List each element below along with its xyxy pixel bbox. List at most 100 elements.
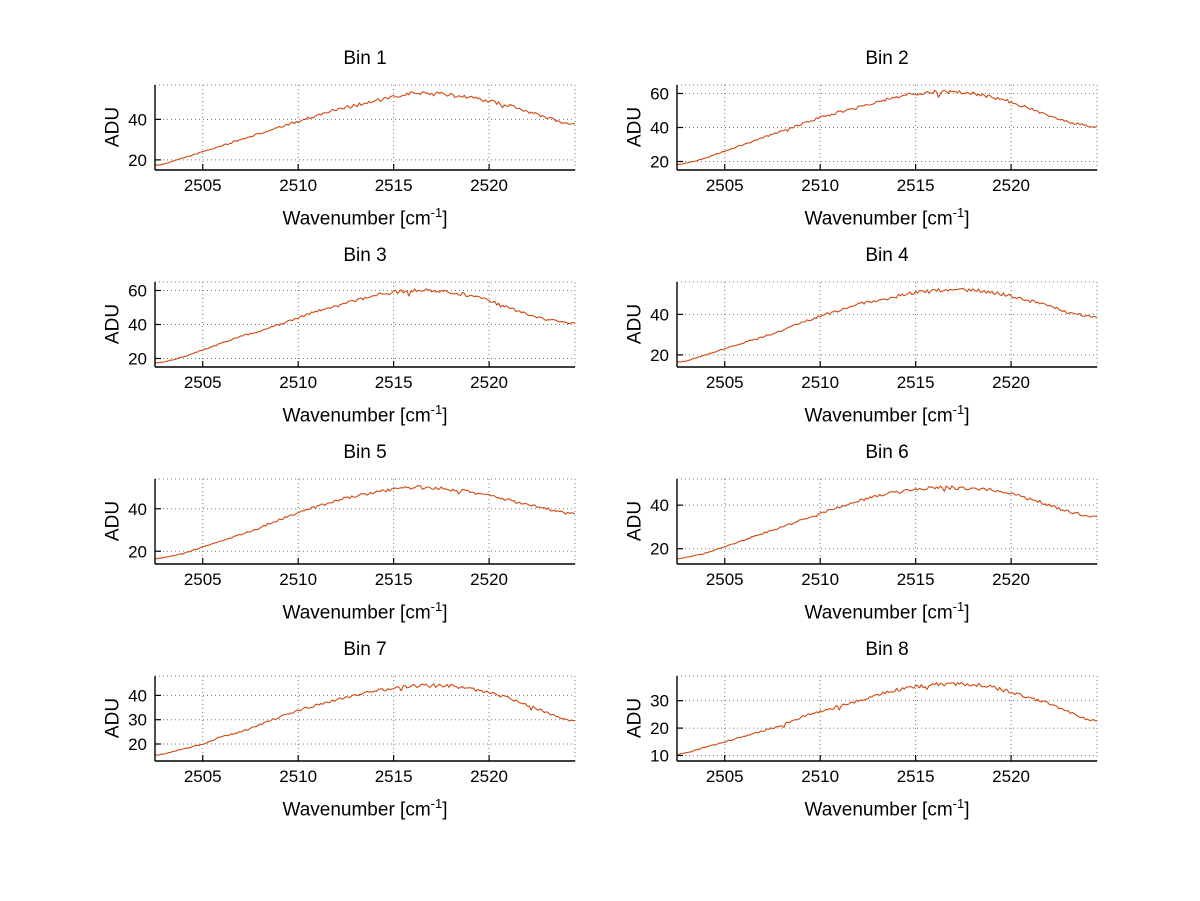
y-axis-label: ADU <box>102 303 124 345</box>
plot-area: 2505 2510 2515 2520 20 40 <box>128 478 576 589</box>
spectrum-line <box>676 288 1098 363</box>
x-axis-label: Wavenumber [cm-1] <box>804 402 970 427</box>
tick-labels: 2505 2510 2515 2520 20 40 60 <box>650 85 1030 196</box>
x-tick-label: 2515 <box>897 570 935 589</box>
grid <box>155 478 576 564</box>
plot-area: 2505 2510 2515 2520 20 30 40 <box>128 675 576 786</box>
tick-marks <box>155 118 490 170</box>
x-axis-label: Wavenumber [cm-1] <box>282 796 448 821</box>
axes <box>154 479 575 565</box>
y-tick-label: 60 <box>650 85 669 104</box>
x-tick-label: 2520 <box>470 570 508 589</box>
y-axis-label: ADU <box>624 303 646 345</box>
y-axis-label: ADU <box>102 106 124 148</box>
axes <box>676 676 1097 762</box>
x-tick-label: 2515 <box>897 767 935 786</box>
spectrum-line <box>676 89 1098 165</box>
tick-marks <box>677 504 1012 564</box>
x-tick-label: 2520 <box>470 176 508 195</box>
x-tick-label: 2505 <box>706 176 744 195</box>
y-tick-label: 40 <box>650 119 669 138</box>
subplot-bin-4: Bin 4 2505 2510 2515 2520 20 40 ADU Wavenumbe… <box>612 239 1172 436</box>
tick-marks <box>677 313 1012 367</box>
x-tick-label: 2520 <box>470 767 508 786</box>
subplot-bin-1: Bin 1 2505 2510 2515 2520 20 40 ADU Wavenumbe… <box>90 42 650 239</box>
x-tick-label: 2515 <box>897 176 935 195</box>
y-tick-label: 40 <box>650 305 669 324</box>
y-tick-label: 20 <box>128 735 147 754</box>
axes <box>154 85 575 171</box>
tick-labels: 2505 2510 2515 2520 20 40 <box>128 500 508 589</box>
y-axis-label: ADU <box>624 500 646 542</box>
y-tick-label: 40 <box>128 500 147 519</box>
chart-title: Bin 2 <box>865 48 909 69</box>
grid <box>155 281 576 367</box>
spectrum-line <box>154 683 576 756</box>
plot-area: 2505 2510 2515 2520 20 40 60 <box>650 84 1098 196</box>
y-tick-label: 20 <box>650 153 669 172</box>
x-tick-label: 2505 <box>706 767 744 786</box>
tick-marks <box>155 508 490 564</box>
axes <box>154 676 575 762</box>
grid <box>155 675 576 761</box>
x-tick-label: 2505 <box>184 570 222 589</box>
x-tick-label: 2505 <box>184 373 222 392</box>
y-tick-label: 40 <box>128 316 147 335</box>
grid <box>677 281 1098 367</box>
tick-labels: 2505 2510 2515 2520 20 40 <box>650 305 1030 392</box>
x-tick-label: 2510 <box>279 570 317 589</box>
y-tick-label: 20 <box>650 346 669 365</box>
x-tick-label: 2520 <box>992 373 1030 392</box>
tick-labels: 2505 2510 2515 2520 20 40 <box>650 496 1030 589</box>
y-tick-label: 40 <box>650 496 669 515</box>
spectrum-line <box>676 681 1098 756</box>
axes <box>676 282 1097 368</box>
y-tick-label: 20 <box>128 542 147 561</box>
chart-title: Bin 3 <box>343 245 387 266</box>
y-axis-label: ADU <box>624 697 646 739</box>
axes <box>676 479 1097 565</box>
tick-marks <box>677 92 1012 170</box>
chart-title: Bin 6 <box>865 442 909 463</box>
y-tick-label: 30 <box>128 711 147 730</box>
tick-labels: 2505 2510 2515 2520 20 30 40 <box>128 686 508 786</box>
x-tick-label: 2510 <box>801 176 839 195</box>
plot-area: 2505 2510 2515 2520 20 40 <box>650 281 1098 392</box>
x-tick-label: 2515 <box>897 373 935 392</box>
x-axis-label: Wavenumber [cm-1] <box>804 599 970 624</box>
x-tick-label: 2515 <box>375 767 413 786</box>
spectrum-line <box>154 91 576 167</box>
grid <box>677 675 1098 761</box>
spectrum-line <box>154 288 576 364</box>
tick-labels: 2505 2510 2515 2520 20 40 60 <box>128 282 508 393</box>
plot-area: 2505 2510 2515 2520 20 40 <box>650 478 1098 589</box>
chart-title: Bin 5 <box>343 442 387 463</box>
y-tick-label: 20 <box>650 719 669 738</box>
plot-area: 2505 2510 2515 2520 20 40 <box>128 84 576 195</box>
chart-title: Bin 8 <box>865 639 909 660</box>
x-tick-label: 2520 <box>470 373 508 392</box>
x-tick-label: 2510 <box>801 570 839 589</box>
x-tick-label: 2505 <box>706 570 744 589</box>
y-tick-label: 40 <box>128 686 147 705</box>
x-tick-label: 2520 <box>992 767 1030 786</box>
chart-title: Bin 4 <box>865 245 909 266</box>
x-tick-label: 2515 <box>375 176 413 195</box>
y-tick-label: 60 <box>128 282 147 301</box>
plot-area: 2505 2510 2515 2520 20 40 60 <box>128 281 576 393</box>
tick-marks <box>155 694 490 761</box>
x-tick-label: 2520 <box>992 176 1030 195</box>
x-tick-label: 2510 <box>801 373 839 392</box>
x-tick-label: 2515 <box>375 373 413 392</box>
x-axis-label: Wavenumber [cm-1] <box>804 796 970 821</box>
y-axis-label: ADU <box>624 106 646 148</box>
subplot-bin-8: Bin 8 2505 2510 2515 2520 10 20 30 ADU Wavenum… <box>612 633 1172 830</box>
y-tick-label: 20 <box>650 540 669 559</box>
y-tick-label: 20 <box>128 151 147 170</box>
plot-area: 2505 2510 2515 2520 10 20 30 <box>650 675 1098 786</box>
x-axis-label: Wavenumber [cm-1] <box>282 402 448 427</box>
y-axis-label: ADU <box>102 697 124 739</box>
y-tick-label: 20 <box>128 350 147 369</box>
x-tick-label: 2510 <box>279 767 317 786</box>
x-tick-label: 2505 <box>184 767 222 786</box>
